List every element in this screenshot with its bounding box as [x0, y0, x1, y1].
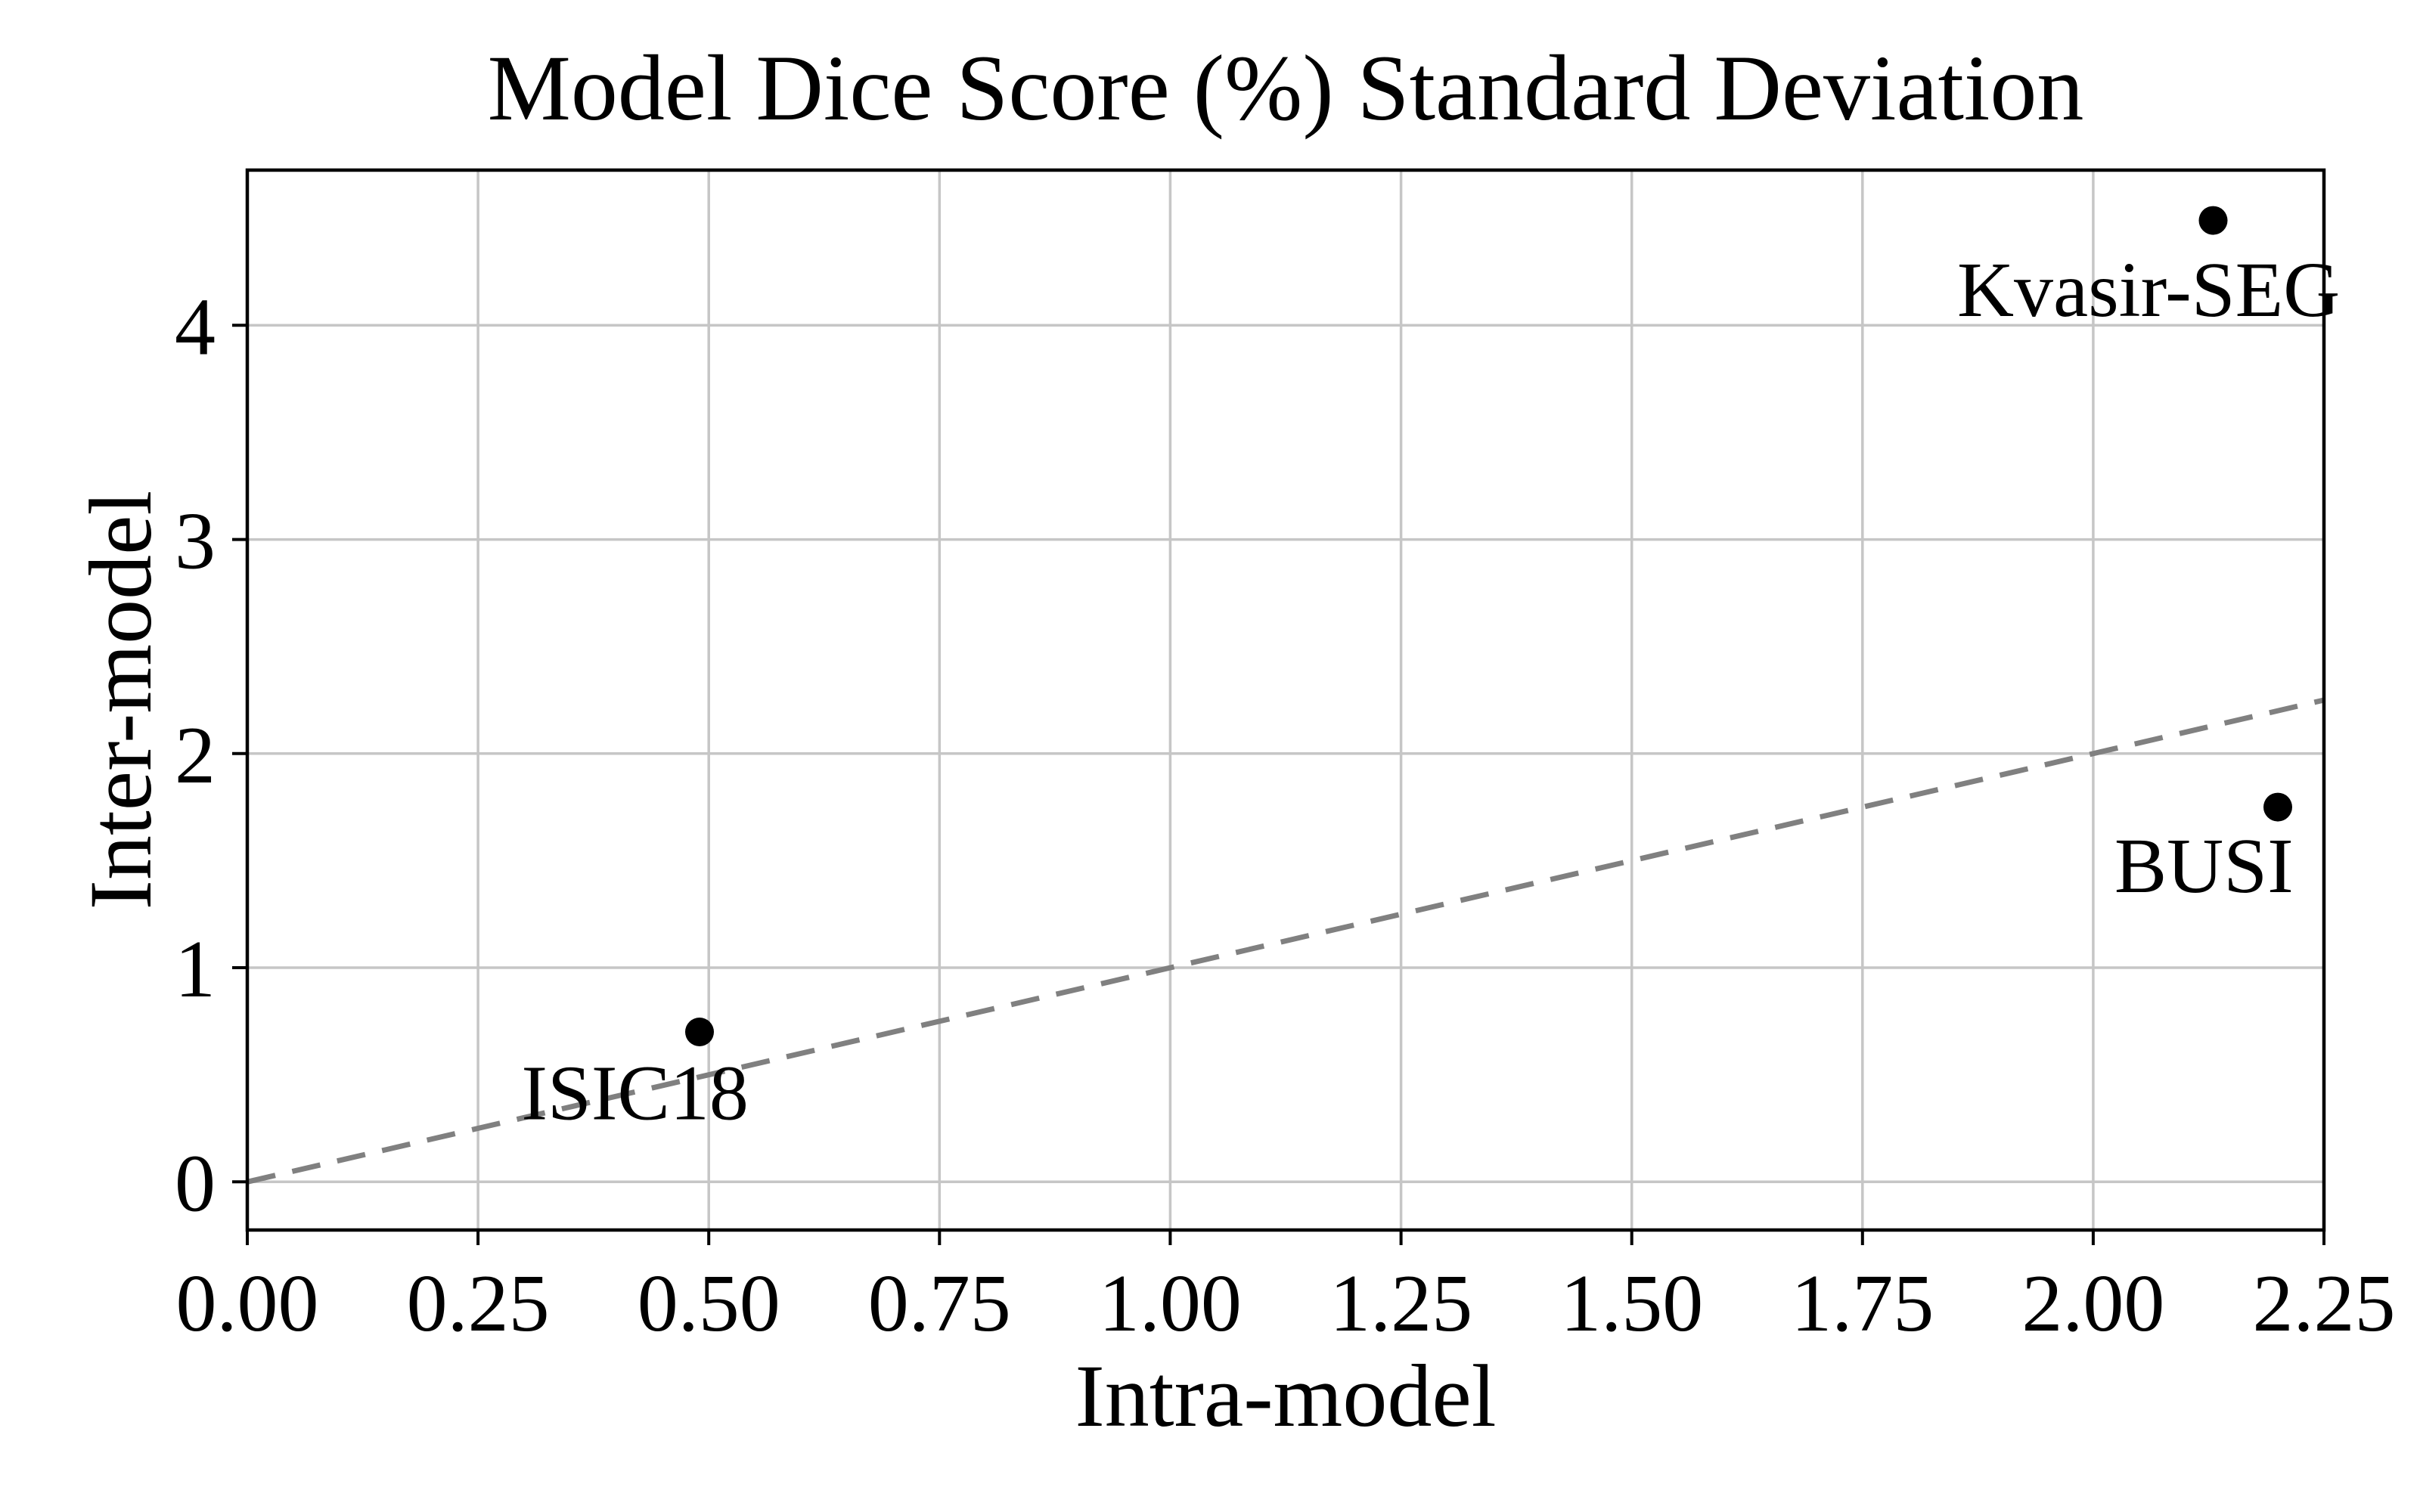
x-tick-label: 0.00: [176, 1259, 319, 1349]
y-tick-label: 3: [175, 497, 216, 587]
data-point: [2263, 792, 2292, 822]
x-tick-label: 1.00: [1099, 1259, 1242, 1349]
x-tick-label: 1.50: [1560, 1259, 1703, 1349]
x-tick-label: 2.00: [2021, 1259, 2164, 1349]
x-tick-label: 2.25: [2253, 1259, 2396, 1349]
x-tick-label: 0.75: [868, 1259, 1011, 1349]
chart-title: Model Dice Score (%) Standard Deviation: [487, 36, 2084, 140]
data-point: [685, 1018, 714, 1046]
data-point: [2198, 206, 2228, 235]
axes-spines: [245, 168, 2326, 1232]
data-point-label: BUSI: [2114, 823, 2294, 909]
y-tick-label: 0: [175, 1139, 216, 1228]
x-tick-label: 1.25: [1329, 1259, 1472, 1349]
x-axis-label: Intra-model: [1075, 1346, 1497, 1445]
y-tick-label: 4: [175, 282, 216, 372]
y-tick-label: 1: [175, 925, 216, 1015]
x-tick-label: 1.75: [1791, 1259, 1934, 1349]
data-point-label: ISIC18: [521, 1049, 748, 1136]
x-tick-label: 0.25: [407, 1259, 550, 1349]
identity-dashed-line: [247, 697, 2325, 1185]
y-tick-label: 2: [175, 711, 216, 801]
data-point-label: Kvasir-SEG: [1957, 246, 2340, 333]
x-tick-label: 0.50: [638, 1259, 780, 1349]
